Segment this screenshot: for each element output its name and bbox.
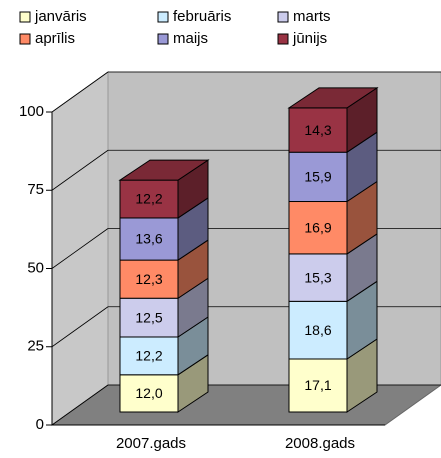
bar-segment [119, 297, 179, 338]
legend-swatch [157, 33, 169, 45]
value-label: 15,9 [304, 169, 331, 185]
x-tick-label: 2007.gads [116, 435, 186, 452]
legend-swatch [277, 33, 289, 45]
y-tick-label: 100 [19, 103, 44, 120]
y-tick-label: 50 [27, 259, 44, 276]
grid-line [51, 149, 109, 191]
y-tick-label: 0 [36, 416, 44, 433]
legend-label: janvāris [34, 8, 87, 25]
value-label: 12,0 [135, 385, 162, 401]
bar-segment [119, 217, 179, 261]
value-label: 14,3 [304, 122, 331, 138]
bar-segment [288, 151, 348, 203]
legend-label: jūnijs [292, 30, 327, 47]
bar-segment [119, 179, 179, 219]
value-label: 12,2 [135, 191, 162, 207]
legend-swatch [277, 11, 289, 23]
grid-line [51, 228, 109, 269]
value-label: 16,9 [304, 219, 331, 235]
value-label: 15,3 [304, 269, 331, 285]
legend-swatch [19, 33, 31, 45]
bar-segment [288, 253, 348, 302]
value-label: 18,6 [304, 322, 331, 338]
legend-label: marts [293, 8, 331, 25]
legend-label: aprīlis [35, 30, 75, 47]
bar-segment [288, 358, 348, 413]
bar-segment [288, 300, 348, 360]
bar-segment [119, 374, 179, 413]
y-tick-label: 75 [27, 181, 44, 198]
value-label: 13,6 [135, 231, 162, 247]
value-label: 12,5 [135, 309, 162, 325]
x-tick-label: 2008.gads [285, 435, 355, 452]
y-tick-label: 25 [27, 338, 44, 355]
grid-line [51, 71, 109, 113]
legend-label: maijs [173, 30, 208, 47]
grid-line [51, 384, 109, 426]
legend-swatch [157, 11, 169, 23]
bar-top [118, 159, 210, 181]
legend-label: februāris [173, 8, 231, 25]
value-label: 12,2 [135, 348, 162, 364]
grid-line [51, 306, 109, 348]
value-label: 12,3 [135, 271, 162, 287]
value-label: 17,1 [304, 377, 331, 393]
bar-top [287, 87, 379, 109]
bar-segment [119, 336, 179, 376]
floor [50, 384, 441, 426]
legend-swatch [19, 11, 31, 23]
